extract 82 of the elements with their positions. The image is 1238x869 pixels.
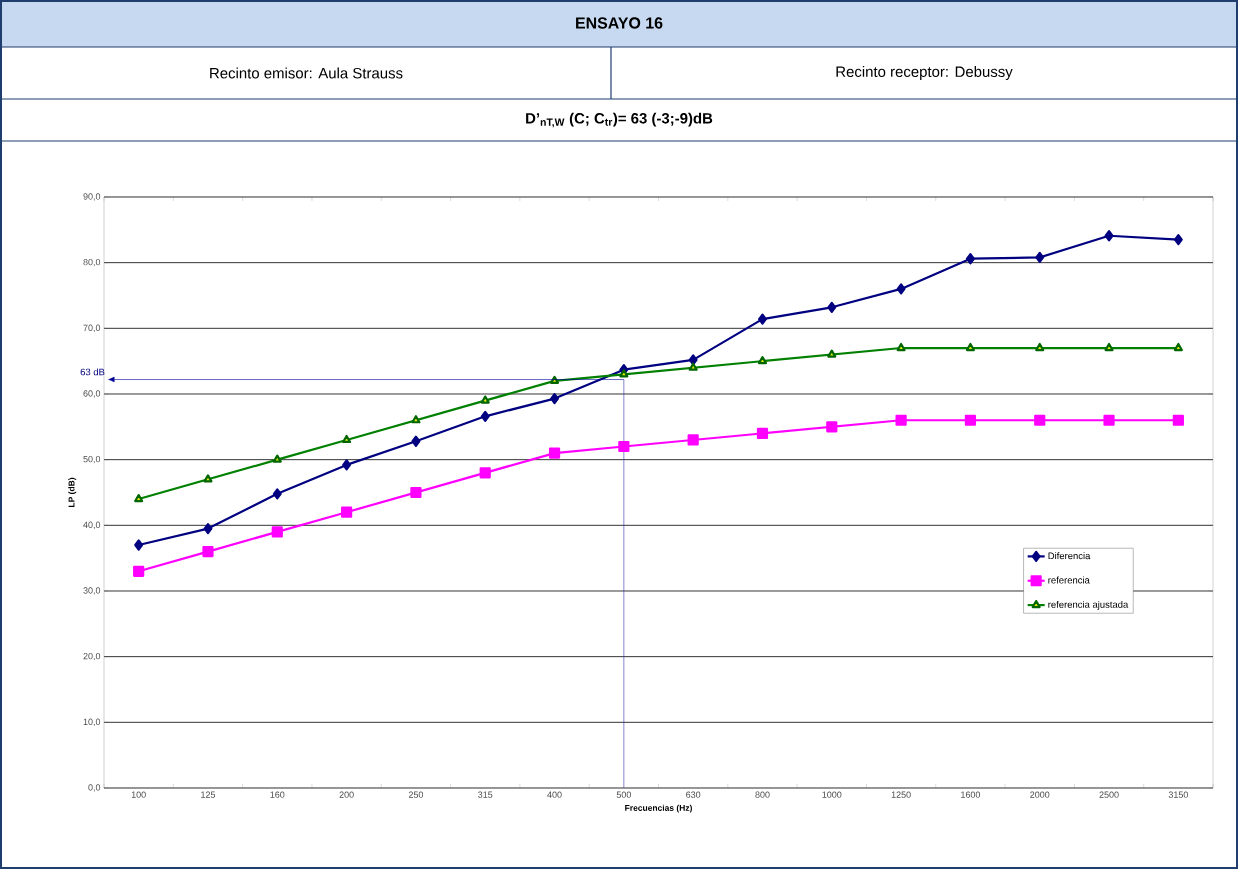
x-axis-title: Frecuencias (Hz) [625, 804, 692, 813]
y-tick-label: 90,0 [83, 193, 101, 201]
y-axis-title: LP (dB) [68, 477, 77, 507]
y-tick-label: 10,0 [83, 718, 101, 727]
annotation: 63 dB [80, 368, 105, 376]
point [965, 253, 975, 265]
point [826, 421, 838, 433]
point [896, 283, 906, 295]
point [479, 467, 491, 479]
point [965, 342, 975, 352]
point [827, 349, 837, 358]
y-tick-label: 50,0 [83, 455, 101, 464]
point [548, 447, 561, 459]
text: Recinto receptor: Debussy [836, 66, 1013, 80]
point [272, 454, 282, 463]
x-tick-label: 200 [339, 791, 354, 798]
point [342, 459, 352, 471]
point [480, 410, 490, 422]
point [411, 415, 421, 424]
point [550, 392, 560, 405]
x-tick-label: 800 [755, 791, 770, 798]
y-tick-label: 20,0 [83, 652, 101, 661]
x-tick-label: 400 [547, 791, 562, 798]
x-tick-label: 100 [131, 791, 146, 798]
point [1172, 414, 1184, 426]
point [134, 493, 144, 503]
x-tick-label: 2500 [1099, 791, 1119, 798]
chart-title: ENSAYO 16 [576, 17, 663, 29]
x-tick-label: 250 [408, 791, 424, 798]
point [896, 342, 906, 352]
point [341, 506, 353, 518]
x-tick-label: 3150 [1168, 791, 1188, 798]
y-tick-label: 40,0 [83, 521, 101, 530]
point [1035, 251, 1045, 263]
legend-label: Diferencia [1048, 552, 1091, 560]
point [271, 526, 283, 538]
point [688, 354, 698, 366]
point [411, 435, 421, 447]
point [203, 523, 213, 535]
point [272, 488, 282, 500]
x-tick-label: 315 [478, 791, 493, 798]
x-tick-label: 1000 [822, 791, 842, 798]
point [203, 474, 213, 483]
x-tick-label: 160 [270, 791, 285, 798]
point [480, 395, 490, 404]
x-tick-label: 2000 [1030, 791, 1050, 798]
point [1104, 230, 1114, 242]
point [1103, 414, 1115, 426]
y-tick-label: 0,0 [88, 784, 101, 792]
point [757, 356, 768, 365]
point [756, 427, 769, 439]
point [1173, 342, 1183, 352]
point [619, 369, 629, 378]
point [1034, 414, 1046, 426]
point [342, 434, 352, 444]
legend-label: referencia [1048, 576, 1090, 584]
point [1173, 234, 1183, 246]
point [410, 486, 422, 499]
y-tick-label: 70,0 [83, 324, 101, 333]
text: Recinto emisor: Aula Strauss [210, 67, 403, 79]
point [827, 301, 837, 313]
point [758, 313, 767, 325]
point [964, 414, 977, 426]
point [1035, 342, 1045, 352]
point [688, 362, 698, 371]
chart-subtitle: D’$_{nT,W}$ (C; C$_{tr}$)= 63 (-3;-9)dB [526, 112, 713, 128]
x-tick-label: 630 [686, 791, 701, 798]
x-tick-label: 125 [201, 791, 216, 798]
x-tick-label: 500 [616, 791, 631, 798]
point [1104, 342, 1114, 352]
x-tick-label: 1250 [891, 791, 911, 798]
y-tick-label: 30,0 [83, 587, 101, 595]
point [133, 565, 145, 577]
x-tick-label: 1600 [961, 791, 981, 798]
legend-label: referencia ajustada [1048, 600, 1129, 610]
y-tick-label: 60,0 [83, 390, 101, 398]
point [202, 545, 214, 558]
point [895, 414, 907, 426]
point [687, 434, 699, 446]
point [618, 440, 630, 453]
y-tick-label: 80,0 [83, 258, 101, 267]
point [134, 539, 144, 551]
